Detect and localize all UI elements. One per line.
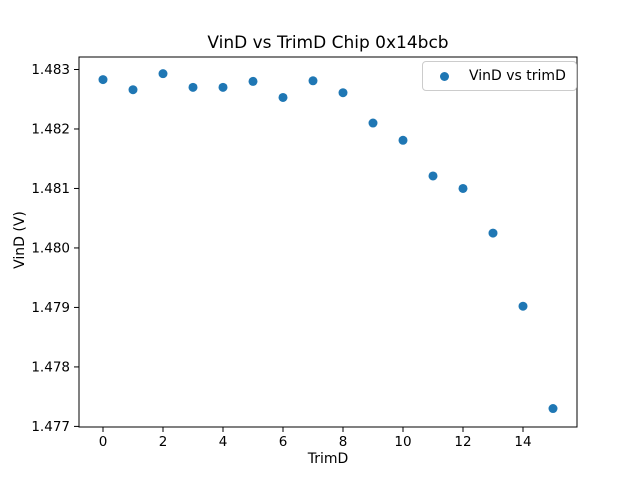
y-tick-label: 1.477 <box>31 419 70 435</box>
scatter-point <box>278 92 288 102</box>
legend-label: VinD vs trimD <box>469 68 566 84</box>
y-tick-label: 1.479 <box>31 300 70 316</box>
x-tick-label: 2 <box>159 434 168 450</box>
axes-spines <box>78 56 578 428</box>
scatter-point <box>338 88 348 98</box>
scatter-point <box>488 228 498 238</box>
y-tick-label: 1.483 <box>31 62 70 78</box>
scatter-point <box>308 76 318 86</box>
y-tick-label: 1.478 <box>31 359 70 375</box>
scatter-point <box>248 76 258 86</box>
y-axis-label: VinD (V) <box>12 211 28 269</box>
scatter-point <box>368 118 378 128</box>
y-tick-label: 1.482 <box>31 121 70 137</box>
scatter-point <box>98 75 108 85</box>
scatter-point <box>518 301 528 311</box>
y-tick-label: 1.480 <box>31 240 70 256</box>
scatter-point <box>158 69 168 79</box>
x-tick-label: 0 <box>99 434 108 450</box>
scatter-point <box>188 82 198 92</box>
scatter-point <box>428 171 438 181</box>
x-axis-label: TrimD <box>307 451 349 467</box>
scatter-point <box>218 82 228 92</box>
x-tick-label: 4 <box>219 434 228 450</box>
scatter-point <box>548 404 558 414</box>
legend: VinD vs trimD <box>422 61 577 91</box>
x-tick-label: 6 <box>279 434 288 450</box>
scatter-point <box>458 183 468 193</box>
x-tick-label: 12 <box>454 434 471 450</box>
x-tick-label: 14 <box>514 434 531 450</box>
scatter-point <box>128 85 138 95</box>
chart-title: VinD vs TrimD Chip 0x14bcb <box>207 33 449 53</box>
scatter-point <box>398 135 408 145</box>
x-tick-label: 8 <box>339 434 348 450</box>
y-tick-label: 1.481 <box>31 181 70 197</box>
x-tick-label: 10 <box>394 434 411 450</box>
legend-marker-dot <box>440 71 449 81</box>
